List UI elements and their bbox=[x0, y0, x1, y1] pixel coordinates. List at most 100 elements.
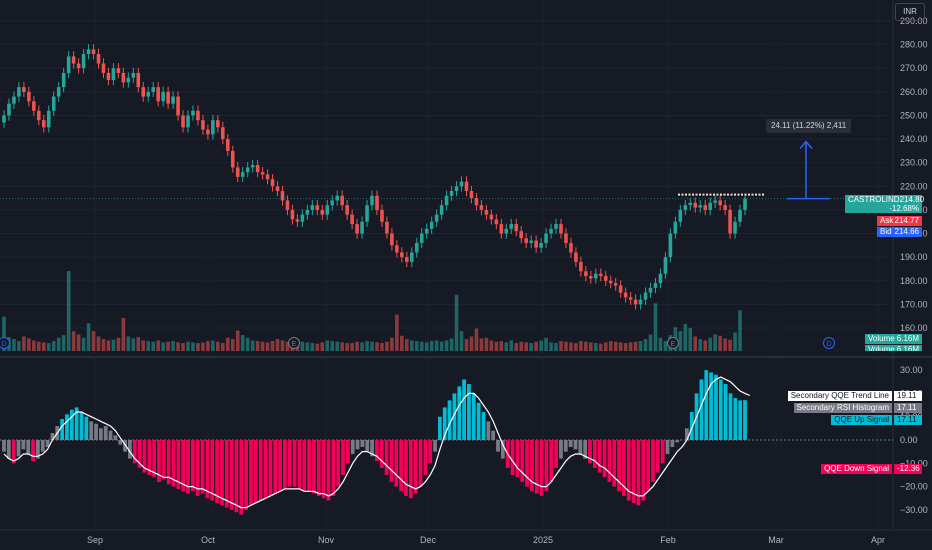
candle-body bbox=[653, 283, 658, 288]
qqe-histogram-bar bbox=[152, 440, 157, 478]
candle-body bbox=[574, 252, 578, 262]
volume-bar bbox=[405, 339, 409, 351]
candle-body bbox=[295, 219, 300, 222]
candle-body bbox=[693, 202, 698, 208]
event-marker-icon bbox=[288, 337, 300, 349]
volume-bar bbox=[206, 341, 210, 351]
qqe-histogram-bar bbox=[287, 440, 292, 487]
candle-body bbox=[683, 205, 688, 210]
qqe-histogram-bar bbox=[166, 440, 171, 485]
volume-bar bbox=[584, 341, 588, 351]
candle-body bbox=[713, 200, 717, 203]
candle-body bbox=[494, 219, 499, 225]
qqe-histogram-bar bbox=[660, 440, 665, 464]
measure-tooltip: 24.11 (11.22%) 2,411 bbox=[766, 119, 852, 133]
candle-body bbox=[668, 233, 673, 258]
candle-body bbox=[340, 195, 344, 206]
qqe-histogram-bar bbox=[98, 428, 103, 440]
candle-body bbox=[41, 120, 46, 128]
candles bbox=[2, 44, 747, 310]
qqe-histogram-bar bbox=[312, 440, 316, 494]
qqe-histogram-bar bbox=[26, 440, 31, 454]
measure-arrow-head bbox=[799, 140, 813, 150]
qqe-trend-line bbox=[3, 376, 751, 509]
qqe-histogram-bar bbox=[481, 412, 486, 440]
last-price: 214.80 bbox=[899, 195, 925, 204]
qqe-tick-label: −20.00 bbox=[900, 482, 928, 492]
time-tick-label: Oct bbox=[201, 535, 216, 545]
volume-label: Volume bbox=[868, 334, 895, 343]
candle-body bbox=[474, 198, 479, 206]
candle-body bbox=[499, 224, 504, 234]
candle-body bbox=[290, 209, 295, 220]
qqe-histogram-bar bbox=[176, 440, 181, 489]
qqe-histogram-bar bbox=[215, 440, 219, 503]
volume-bar bbox=[136, 337, 141, 351]
qqe-histogram-bar bbox=[646, 440, 651, 492]
volume-bar bbox=[360, 342, 364, 351]
volume-bar bbox=[166, 341, 170, 351]
candle-body bbox=[439, 205, 444, 215]
candle-body bbox=[206, 129, 210, 135]
qqe-tick-label: 0.00 bbox=[900, 435, 918, 445]
volume-bar bbox=[325, 340, 330, 351]
volume-bar bbox=[469, 336, 474, 351]
volume-bar bbox=[285, 341, 290, 351]
candle-body bbox=[673, 221, 678, 234]
volume-bar bbox=[703, 340, 708, 351]
volume-bar bbox=[539, 340, 543, 351]
volume-bar bbox=[638, 341, 643, 351]
candle-body bbox=[390, 233, 394, 246]
qqe-histogram-bar bbox=[442, 407, 447, 440]
qqe-histogram-bar bbox=[384, 440, 389, 475]
volume-bar bbox=[240, 335, 245, 351]
qqe-histogram-bar bbox=[684, 428, 689, 440]
candle-body bbox=[509, 224, 514, 229]
volume-bar bbox=[499, 341, 504, 351]
qqe-histogram-bar bbox=[142, 440, 147, 473]
candle-body bbox=[46, 110, 51, 128]
candle-body bbox=[350, 214, 354, 225]
ask-tag: Ask 214.77 bbox=[877, 216, 922, 226]
volume-bar bbox=[613, 341, 618, 351]
qqe-histogram-bar bbox=[21, 440, 26, 450]
qqe-histogram-bar bbox=[128, 440, 132, 459]
volume-bar bbox=[71, 331, 76, 351]
currency-button[interactable]: INR bbox=[895, 3, 925, 21]
qqe-histogram-bar bbox=[471, 393, 476, 440]
qqe-histogram-bar bbox=[375, 440, 379, 461]
volume-bar bbox=[176, 342, 180, 351]
volume-bar bbox=[390, 337, 394, 351]
candle-body bbox=[464, 181, 469, 192]
candle-body bbox=[459, 181, 464, 187]
qqe-histogram-bar bbox=[534, 440, 539, 494]
volume-bar bbox=[161, 342, 165, 351]
volume-bar bbox=[310, 343, 315, 351]
qqe-histogram-bar bbox=[510, 440, 515, 475]
volume-bar bbox=[395, 314, 399, 351]
volume-bar bbox=[91, 331, 96, 351]
volume-bar bbox=[275, 339, 280, 351]
volume-bar bbox=[623, 343, 628, 351]
qqe-histogram-bar bbox=[50, 433, 55, 440]
candle-body bbox=[7, 103, 11, 116]
volume-bar bbox=[86, 323, 91, 351]
candle-body bbox=[355, 224, 359, 234]
volume-label: Volume bbox=[868, 345, 895, 351]
candle-body bbox=[564, 233, 568, 243]
qqe-histogram-bar bbox=[16, 440, 21, 457]
candle-body bbox=[61, 72, 66, 88]
qqe-tick-label: −30.00 bbox=[900, 505, 928, 515]
candle-body bbox=[86, 49, 91, 55]
candle-body bbox=[230, 150, 235, 168]
price-tick-label: 240.00 bbox=[900, 134, 928, 144]
bid-value: 214.66 bbox=[894, 227, 919, 236]
candle-body bbox=[688, 202, 693, 206]
qqe-histogram-bar bbox=[699, 379, 704, 440]
qqe-histogram-bar bbox=[423, 440, 428, 475]
volume-bar bbox=[653, 303, 658, 351]
qqe-histogram-bar bbox=[418, 440, 423, 487]
qqe-histogram-bar bbox=[452, 393, 457, 440]
candle-body bbox=[429, 221, 434, 229]
